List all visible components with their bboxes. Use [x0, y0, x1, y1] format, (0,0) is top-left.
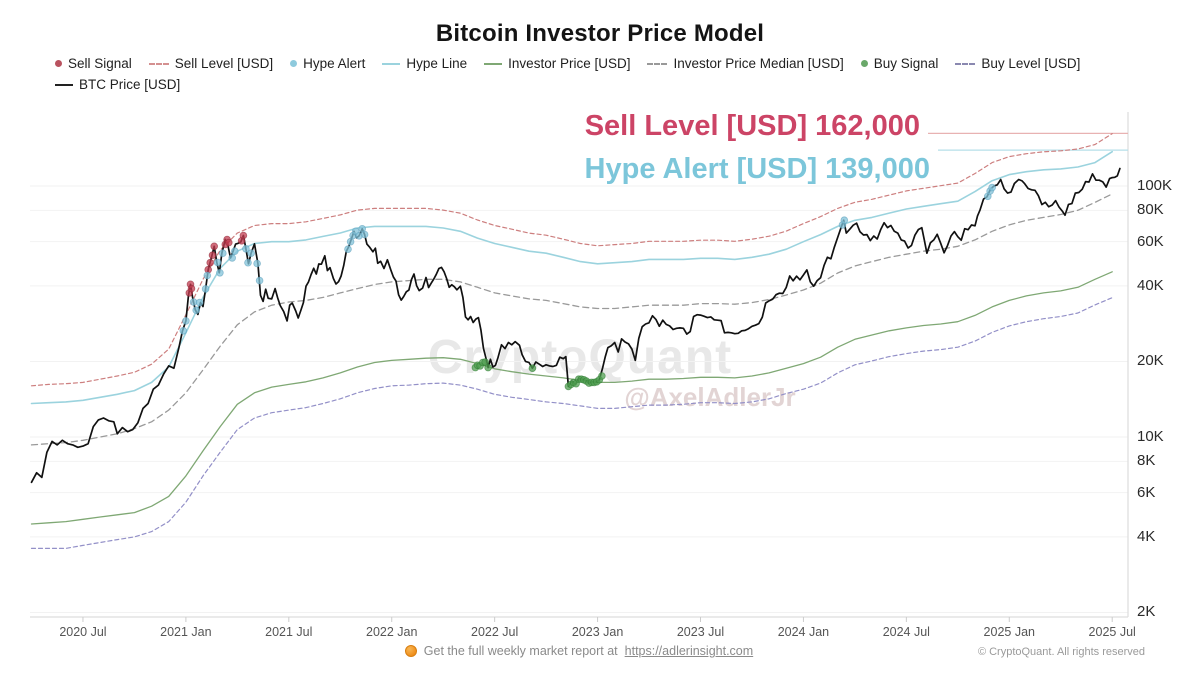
x-axis-label-2023-jul: 2023 Jul [676, 625, 725, 639]
signal-dot-sell-signal [239, 231, 248, 240]
signal-dot-hype-alert [231, 247, 239, 256]
x-axis-label-2023-jan: 2023 Jan [571, 625, 624, 639]
signal-dot-sell-signal [208, 251, 217, 260]
sell-signal-marker-icon [55, 60, 62, 67]
y-axis-label-10K: 10K [1137, 428, 1164, 445]
investor-price-median-usd-marker-icon [647, 62, 668, 65]
legend-label: Buy Level [USD] [981, 56, 1081, 71]
signal-dot-hype-alert [344, 245, 352, 254]
legend-label: Hype Line [406, 56, 468, 71]
signal-dot-sell-signal [210, 242, 219, 251]
legend-row-1: Sell Signal Sell Level [USD] Hype Alert Hyp… [55, 56, 1195, 71]
legend-item-buy-level-usd[interactable]: Buy Level [USD] [955, 56, 1080, 71]
x-axis-label-2024-jul: 2024 Jul [882, 625, 930, 639]
legend-row-2: BTC Price [USD] [55, 77, 1195, 92]
signal-dot-hype-alert [253, 259, 261, 268]
signal-dot-hype-alert [247, 249, 255, 258]
x-axis-label-2024-jan: 2024 Jan [777, 625, 830, 639]
legend-label: Investor Price [USD] [508, 56, 631, 71]
y-axis-label-6K: 6K [1137, 483, 1156, 501]
signal-dot-hype-alert [228, 254, 237, 262]
y-axis-label-8K: 8K [1137, 452, 1156, 470]
x-axis-label-2020-jul: 2020 Jul [59, 625, 107, 639]
legend-label: Investor Price Median [USD] [673, 56, 844, 71]
orange-dot-icon [404, 645, 417, 657]
legend-item-investor-price-median-usd[interactable]: Investor Price Median [USD] [647, 56, 844, 71]
signal-dot-hype-alert [203, 271, 212, 280]
legend-item-sell-signal[interactable]: Sell Signal [55, 56, 132, 71]
signal-dot-hype-alert [216, 268, 224, 277]
page-title: Bitcoin Investor Price Model [435, 20, 765, 47]
legend-item-btc-price-usd[interactable]: BTC Price [USD] [55, 77, 180, 92]
buy-level-usd-marker-icon [955, 62, 976, 65]
legend-label: Hype Alert [303, 56, 366, 71]
y-axis-label-2K: 2K [1137, 603, 1156, 621]
signal-dot-hype-alert [988, 183, 996, 192]
hype-alert-annotation: Hype Alert [USD] 139,000 [584, 153, 930, 185]
signal-dot-sell-signal [187, 284, 196, 293]
x-axis-label-2025-jul: 2025 Jul [1088, 625, 1136, 639]
signal-dot-buy-signal [484, 363, 492, 372]
series-investor-price-median-usd [30, 193, 1113, 446]
signal-dot-hype-alert [219, 249, 227, 258]
y-axis-label-80K: 80K [1137, 201, 1164, 219]
investor-price-usd-marker-icon [484, 62, 503, 65]
signal-dot-hype-alert [242, 245, 250, 253]
watermark-author-handle: @AxelAdlerJr [624, 382, 796, 412]
signal-dot-hype-alert [195, 298, 204, 307]
signal-dot-hype-alert [244, 258, 252, 267]
x-axis-label-2022-jan: 2022 Jan [366, 625, 418, 639]
legend-label: Buy Signal [873, 56, 939, 71]
hype-line-marker-icon [382, 62, 401, 65]
y-axis-label-60K: 60K [1137, 232, 1164, 250]
report-footer-text: Get the full weekly market report at [423, 644, 618, 658]
report-link[interactable]: https://adlerinsight.com [624, 644, 754, 658]
legend-item-buy-signal[interactable]: Buy Signal [860, 56, 939, 71]
signal-dot-hype-alert [182, 317, 190, 325]
btc-price-usd-marker-icon [55, 83, 73, 86]
signal-dot-hype-alert [840, 216, 849, 225]
copyright-notice: © CryptoQuant. All rights reserved [977, 646, 1145, 658]
x-axis-label-2022-jul: 2022 Jul [471, 625, 519, 639]
x-axis-label-2021-jan: 2021 Jan [160, 625, 212, 639]
watermark-cryptoquant: CryptoQuant [427, 331, 733, 384]
y-axis-label-20K: 20K [1137, 352, 1164, 370]
legend-item-hype-alert[interactable]: Hype Alert [290, 56, 365, 71]
series-btc-price-usd [30, 167, 1121, 484]
chart-legend: Sell Signal Sell Level [USD] Hype Alert Hyp… [55, 56, 1195, 98]
signal-dot-hype-alert [201, 285, 210, 293]
sell-level-annotation: Sell Level [USD] 162,000 [584, 110, 920, 142]
sell-level-usd-marker-icon [148, 62, 169, 65]
hype-alert-marker-icon [290, 60, 298, 67]
signal-dot-hype-alert [213, 258, 222, 267]
series-buy-level-usd [30, 297, 1113, 550]
y-axis-label-40K: 40K [1137, 276, 1164, 294]
signal-dot-hype-alert [192, 306, 201, 315]
signal-dot-hype-alert [255, 276, 264, 285]
x-axis-label-2025-jan: 2025 Jan [983, 625, 1035, 639]
signal-dot-sell-signal [206, 258, 215, 267]
signal-dot-hype-alert [346, 237, 355, 246]
buy-signal-marker-icon [860, 60, 868, 67]
legend-label: Sell Level [USD] [174, 56, 274, 71]
signal-dot-buy-signal [598, 372, 606, 380]
x-axis-label-2021-jul: 2021 Jul [265, 625, 313, 639]
legend-item-hype-line[interactable]: Hype Line [382, 56, 467, 71]
y-axis-label-4K: 4K [1137, 527, 1156, 545]
report-footer: Get the full weekly market report at htt… [0, 644, 1158, 658]
signal-dot-hype-alert [360, 230, 369, 239]
legend-item-sell-level-usd[interactable]: Sell Level [USD] [148, 56, 274, 71]
legend-item-investor-price-usd[interactable]: Investor Price [USD] [484, 56, 630, 71]
legend-label: Sell Signal [68, 56, 132, 71]
legend-label: BTC Price [USD] [79, 77, 181, 92]
signal-dot-sell-signal [225, 238, 233, 247]
signal-dot-buy-signal [528, 364, 537, 373]
y-axis-label-100K: 100K [1137, 177, 1173, 194]
series-hype-line [30, 150, 1113, 405]
signal-dot-hype-alert [179, 326, 188, 335]
